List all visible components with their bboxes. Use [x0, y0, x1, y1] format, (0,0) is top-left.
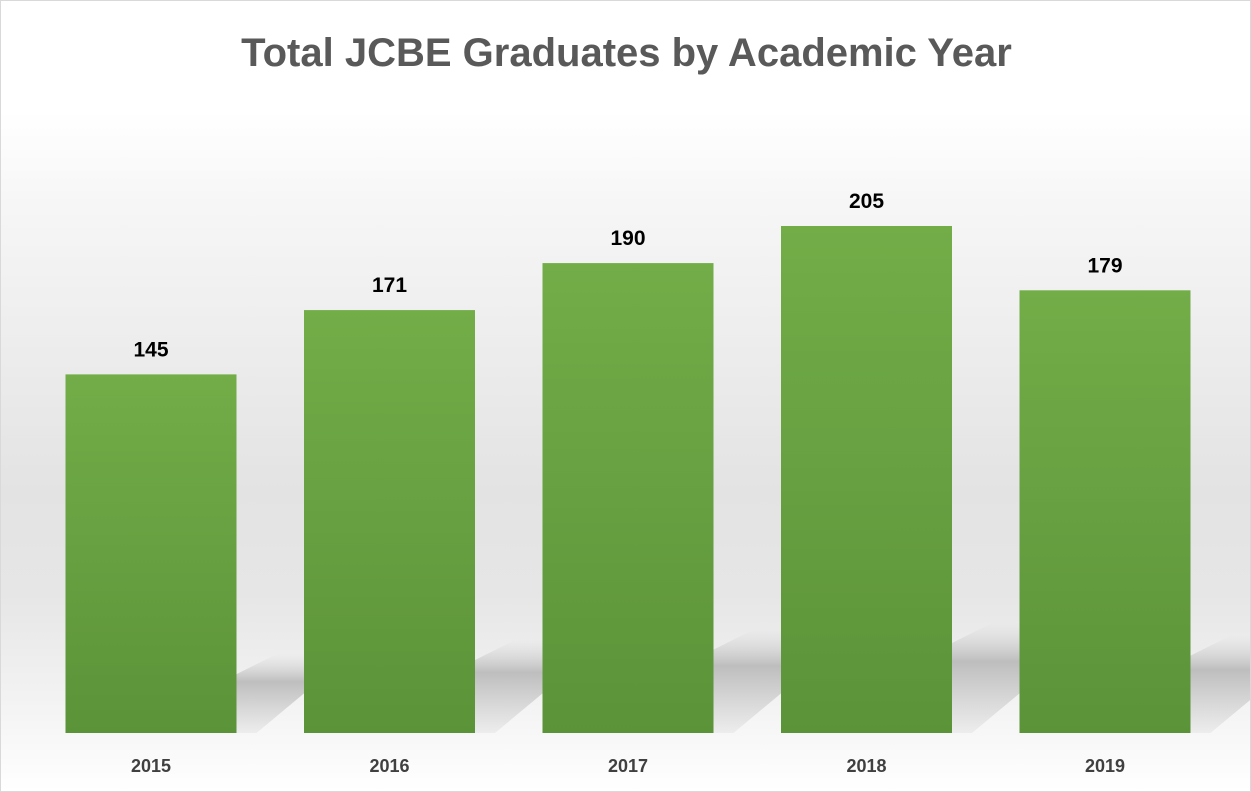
bar-2015	[65, 374, 237, 733]
bar-2016	[304, 310, 475, 733]
data-label-2018: 205	[849, 190, 884, 213]
data-label-2017: 190	[610, 227, 645, 250]
x-tick-label-2017: 2017	[608, 756, 648, 776]
bar-shadow	[475, 639, 543, 733]
bar-2017	[542, 263, 714, 733]
bars	[65, 226, 1191, 733]
x-tick-label-2015: 2015	[131, 756, 171, 776]
bar-shadow	[713, 629, 782, 733]
bar-shadow	[1190, 635, 1250, 733]
chart-title: Total JCBE Graduates by Academic Year	[241, 31, 1012, 75]
x-tick-label-2016: 2016	[369, 756, 409, 776]
bar-shadow	[952, 623, 1020, 733]
x-axis-tick-labels: 2015 2016 2017 2018 2019	[131, 756, 1125, 776]
bar-shadow	[236, 654, 305, 733]
bar-2018	[781, 226, 952, 733]
data-label-2019: 179	[1087, 254, 1122, 277]
bar-shadows	[236, 623, 1250, 733]
data-label-2016: 171	[372, 274, 407, 297]
x-tick-label-2018: 2018	[846, 756, 886, 776]
x-tick-label-2019: 2019	[1085, 756, 1125, 776]
data-labels: 145 171 190 205 179	[133, 190, 1122, 361]
bar-2019	[1019, 290, 1191, 733]
data-label-2015: 145	[133, 338, 168, 361]
